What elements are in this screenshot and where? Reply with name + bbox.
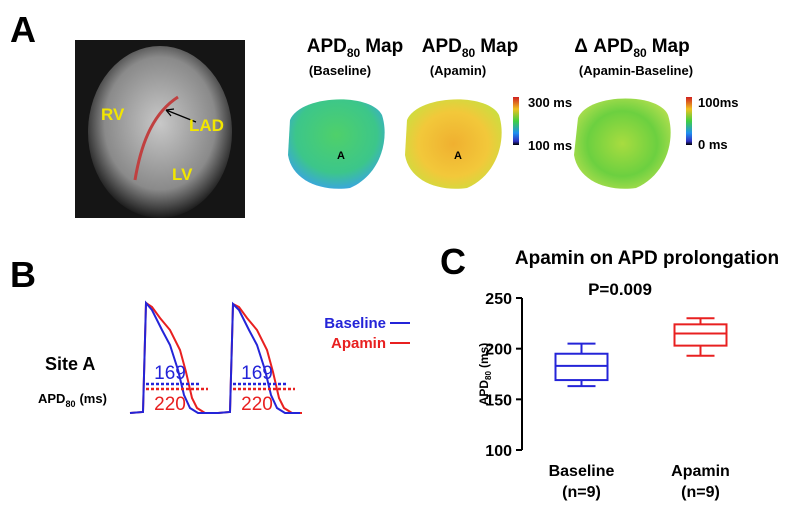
- apd-value: 169: [241, 363, 273, 384]
- text: 80: [347, 46, 361, 60]
- site-label: A: [454, 150, 462, 162]
- chart-title: Apamin on APD prolongation: [515, 248, 779, 269]
- legend-label: Baseline: [324, 315, 386, 332]
- colorbar-label: 300 ms: [528, 95, 572, 110]
- y-tick-label: 200: [485, 342, 512, 359]
- map: [405, 99, 502, 189]
- map-title: Δ APD80 Map: [574, 36, 689, 60]
- measure-label: APD80 (ms): [38, 391, 107, 409]
- image-label: LAD: [189, 116, 224, 135]
- colorbar-label: 0 ms: [698, 137, 728, 152]
- box: [554, 352, 609, 382]
- panel-label: C: [440, 241, 466, 282]
- map-subtitle: (Apamin): [430, 63, 486, 78]
- map-subtitle: (Baseline): [309, 63, 371, 78]
- colorbar-label: 100 ms: [528, 138, 572, 153]
- text: APD: [477, 380, 491, 406]
- map-title: APD80 Map: [307, 36, 403, 60]
- x-tick-label: Apamin: [671, 463, 730, 480]
- text: Map: [480, 36, 518, 57]
- y-axis-label: APD80 (ms): [477, 343, 493, 406]
- text: 80: [462, 46, 476, 60]
- heart: [88, 46, 232, 218]
- map: [288, 99, 385, 189]
- text: 80: [484, 371, 493, 380]
- image-label: LV: [172, 165, 193, 184]
- colorbar: [686, 97, 692, 145]
- apd-value: 220: [241, 394, 273, 415]
- site-label: A: [337, 150, 345, 162]
- text: APD: [38, 391, 65, 406]
- colorbar-label: 100ms: [698, 95, 738, 110]
- y-tick-label: 150: [485, 392, 512, 409]
- chart-subtitle: P=0.009: [588, 280, 652, 299]
- box: [673, 323, 728, 347]
- apd-value: 169: [154, 363, 186, 384]
- map-subtitle: (Apamin-Baseline): [579, 63, 693, 78]
- baseline-trace: [129, 300, 300, 414]
- panel-label: A: [10, 9, 36, 50]
- colorbar: [513, 97, 519, 145]
- y-tick-label: 250: [485, 291, 512, 308]
- lad-trace: [133, 95, 179, 181]
- text: 80: [633, 46, 647, 60]
- apd-value: 220: [154, 394, 186, 415]
- x-tick-note: (n=9): [562, 484, 601, 501]
- text: (ms): [477, 343, 491, 368]
- site-name: Site A: [45, 354, 95, 374]
- text: Map: [365, 36, 403, 57]
- y-tick-label: 100: [485, 443, 512, 460]
- text: Map: [652, 36, 690, 57]
- x-tick-label: Baseline: [549, 463, 615, 480]
- map-title: APD80 Map: [422, 36, 518, 60]
- image-label: RV: [101, 105, 125, 124]
- text: Δ APD: [574, 36, 633, 57]
- x-tick-note: (n=9): [681, 484, 720, 501]
- arrow: [165, 108, 197, 123]
- panel-label: B: [10, 254, 36, 295]
- legend-label: Apamin: [331, 335, 386, 352]
- text: 80: [65, 399, 75, 409]
- text: (ms): [79, 391, 106, 406]
- text: APD: [307, 36, 347, 57]
- map: [574, 98, 671, 189]
- text: APD: [422, 36, 462, 57]
